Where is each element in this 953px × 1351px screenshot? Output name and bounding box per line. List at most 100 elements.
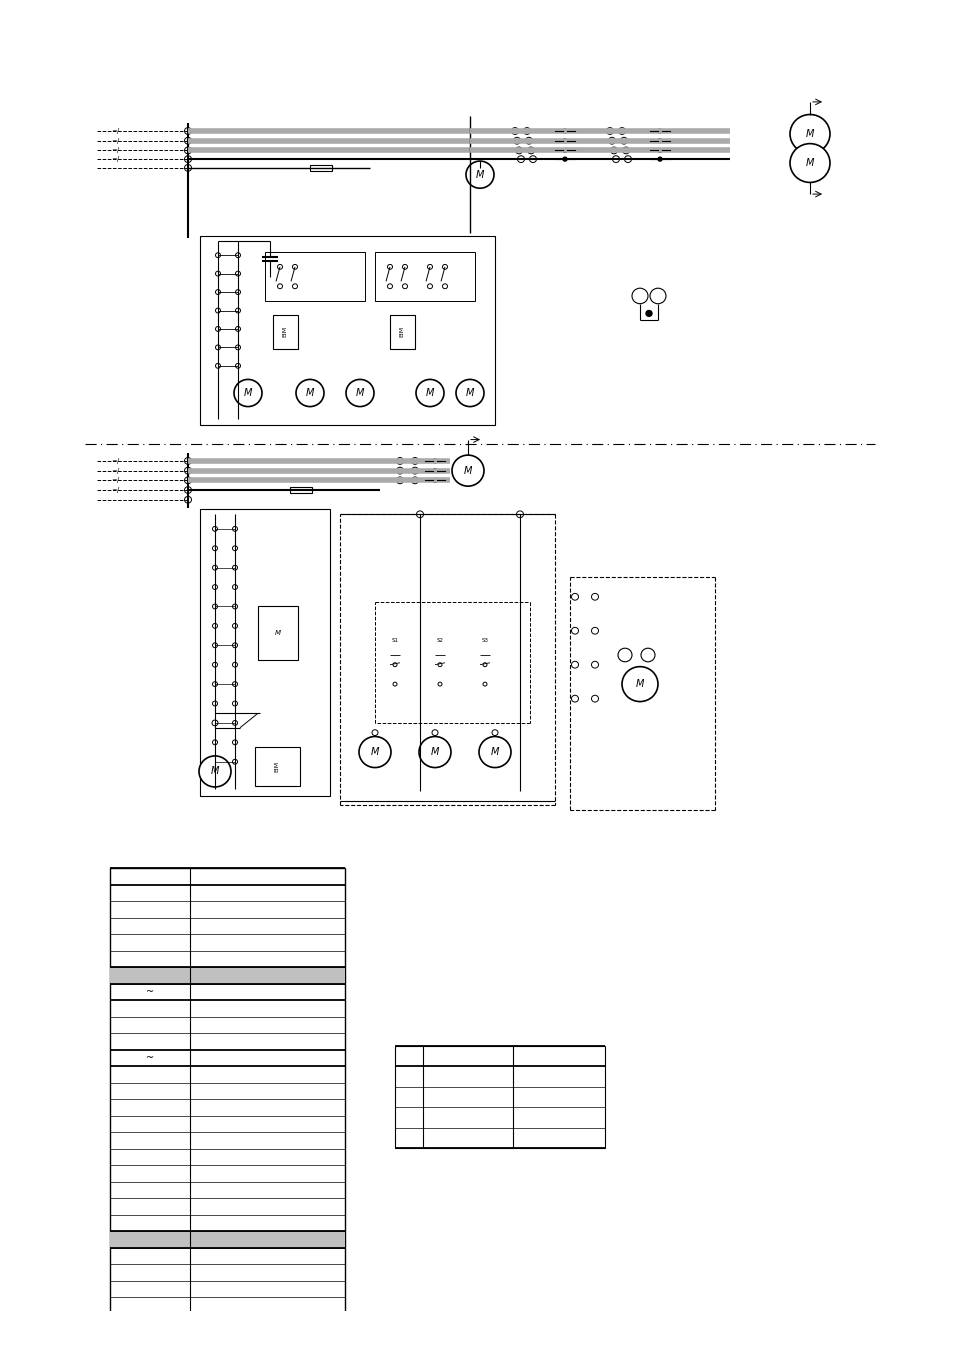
- Text: M: M: [476, 170, 484, 180]
- Circle shape: [432, 730, 437, 735]
- Bar: [375, 253, 475, 301]
- Circle shape: [525, 138, 532, 145]
- Text: EIM: EIM: [274, 761, 279, 773]
- Circle shape: [562, 130, 566, 132]
- Circle shape: [442, 265, 447, 269]
- Circle shape: [402, 284, 407, 289]
- Circle shape: [527, 147, 534, 154]
- Text: M: M: [805, 158, 813, 168]
- Circle shape: [233, 565, 237, 570]
- Text: M: M: [635, 680, 643, 689]
- Circle shape: [465, 161, 494, 188]
- Circle shape: [215, 327, 220, 331]
- Circle shape: [184, 467, 192, 474]
- Circle shape: [591, 593, 598, 600]
- Circle shape: [591, 661, 598, 669]
- Bar: [390, 315, 415, 350]
- Text: M: M: [425, 388, 434, 399]
- Circle shape: [416, 380, 443, 407]
- Circle shape: [416, 511, 423, 517]
- Circle shape: [437, 663, 441, 666]
- Circle shape: [433, 478, 436, 482]
- Circle shape: [215, 363, 220, 369]
- Text: M: M: [490, 747, 498, 757]
- Bar: [310, 165, 332, 170]
- Bar: [257, 607, 297, 659]
- Circle shape: [293, 265, 297, 269]
- Circle shape: [213, 720, 217, 725]
- Circle shape: [235, 345, 240, 350]
- Text: S2: S2: [436, 638, 443, 643]
- Circle shape: [515, 147, 522, 154]
- Text: S3: S3: [481, 638, 488, 643]
- Bar: [110, 967, 345, 984]
- Bar: [265, 253, 365, 301]
- Text: ~: ~: [146, 988, 153, 997]
- Bar: [273, 315, 297, 350]
- Circle shape: [411, 467, 418, 474]
- Circle shape: [233, 701, 237, 707]
- Circle shape: [213, 662, 217, 667]
- Text: M: M: [274, 630, 281, 636]
- Circle shape: [199, 757, 231, 788]
- Circle shape: [184, 496, 192, 503]
- Circle shape: [184, 486, 192, 493]
- Circle shape: [235, 253, 240, 258]
- Circle shape: [437, 682, 441, 686]
- Circle shape: [433, 469, 436, 473]
- Text: ~/: ~/: [111, 147, 119, 154]
- Bar: [395, 1046, 604, 1148]
- Circle shape: [212, 720, 218, 725]
- Circle shape: [591, 627, 598, 634]
- Circle shape: [213, 643, 217, 647]
- Bar: [200, 236, 495, 426]
- Circle shape: [213, 701, 217, 707]
- Circle shape: [529, 155, 536, 162]
- Circle shape: [184, 477, 192, 484]
- Text: M: M: [463, 466, 472, 476]
- Circle shape: [233, 662, 237, 667]
- Circle shape: [621, 666, 658, 701]
- Circle shape: [235, 308, 240, 313]
- Circle shape: [233, 643, 237, 647]
- Text: EIM: EIM: [399, 327, 404, 338]
- Circle shape: [184, 127, 192, 134]
- Circle shape: [516, 511, 523, 517]
- Circle shape: [213, 623, 217, 628]
- Circle shape: [233, 759, 237, 765]
- Circle shape: [658, 130, 661, 132]
- Circle shape: [233, 527, 237, 531]
- Circle shape: [658, 149, 661, 153]
- Circle shape: [619, 138, 627, 145]
- Circle shape: [393, 682, 396, 686]
- Circle shape: [511, 127, 518, 134]
- Circle shape: [372, 730, 377, 735]
- Text: ~/: ~/: [111, 458, 119, 463]
- Circle shape: [618, 648, 631, 662]
- Text: M: M: [371, 747, 378, 757]
- Circle shape: [387, 284, 392, 289]
- Circle shape: [396, 458, 403, 465]
- Circle shape: [482, 682, 486, 686]
- Circle shape: [562, 149, 566, 153]
- Circle shape: [411, 458, 418, 465]
- Circle shape: [184, 165, 192, 172]
- Bar: [200, 509, 330, 796]
- Bar: [110, 1315, 345, 1331]
- Circle shape: [456, 380, 483, 407]
- Circle shape: [184, 147, 192, 154]
- Circle shape: [213, 740, 217, 744]
- Circle shape: [215, 253, 220, 258]
- Circle shape: [184, 155, 192, 162]
- Circle shape: [427, 284, 432, 289]
- Circle shape: [523, 127, 530, 134]
- Circle shape: [213, 604, 217, 609]
- Circle shape: [433, 459, 436, 463]
- Circle shape: [571, 593, 578, 600]
- Circle shape: [233, 720, 237, 725]
- Circle shape: [631, 288, 647, 304]
- Circle shape: [482, 663, 486, 666]
- Circle shape: [649, 288, 665, 304]
- Circle shape: [645, 311, 651, 316]
- Text: EIM: EIM: [282, 327, 287, 338]
